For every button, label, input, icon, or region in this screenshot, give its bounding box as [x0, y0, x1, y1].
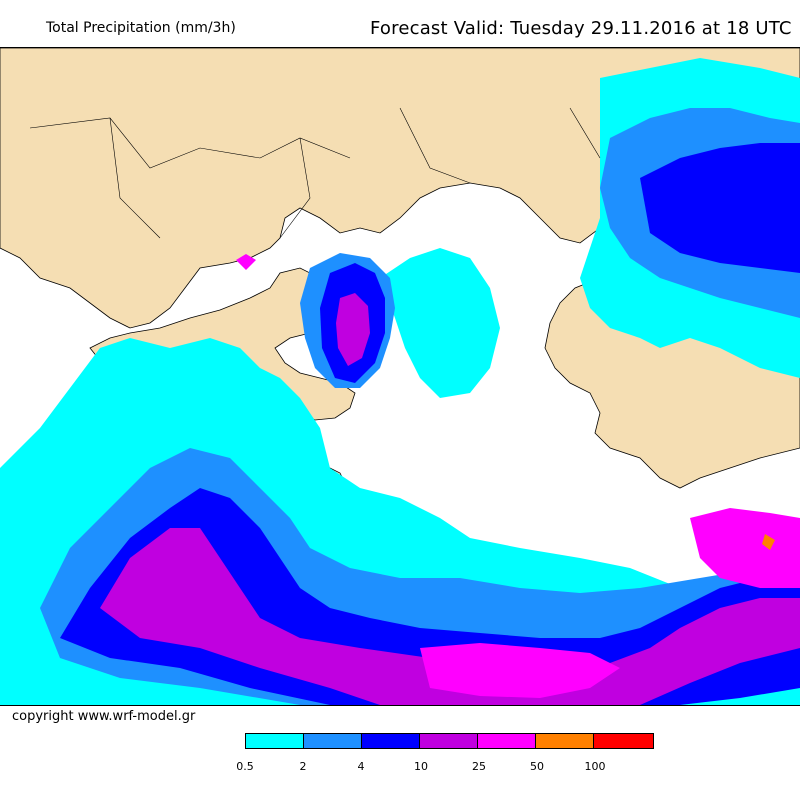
forecast-valid-time: Forecast Valid: Tuesday 29.11.2016 at 18…	[370, 18, 792, 39]
precip-level6-spot	[762, 534, 775, 550]
legend-tick-4: 25	[472, 760, 486, 773]
legend-swatch-4	[419, 733, 478, 749]
border-lines	[29, 107, 601, 239]
precip-level3-blacksea	[640, 143, 800, 273]
legend-tick-2: 4	[357, 760, 365, 773]
legend-tick-3: 10	[414, 760, 428, 773]
precip-level1-aegean	[380, 248, 500, 398]
legend-swatch-7	[593, 733, 654, 749]
legend-swatch-5	[477, 733, 536, 749]
precip-level4-ionian	[100, 528, 800, 705]
precipitation-map	[0, 47, 800, 706]
legend-tick-6: 100	[584, 760, 606, 773]
legend-swatch-1	[245, 733, 304, 749]
legend-swatch-3	[361, 733, 420, 749]
precip-level5-rhodes	[690, 508, 800, 588]
legend-tick-0: 0.5	[236, 760, 254, 773]
legend-swatch-2	[303, 733, 362, 749]
map-title: Total Precipitation (mm/3h)	[46, 20, 236, 36]
legend-tick-1: 2	[299, 760, 307, 773]
map-canvas	[0, 48, 800, 705]
copyright-text: copyright www.wrf-model.gr	[12, 709, 196, 724]
precip-level4-thessaly	[336, 293, 370, 366]
legend-swatch-6	[535, 733, 594, 749]
precip-level5-pindus	[236, 254, 256, 270]
precip-level5-south	[420, 643, 620, 698]
legend-tick-5: 50	[530, 760, 544, 773]
